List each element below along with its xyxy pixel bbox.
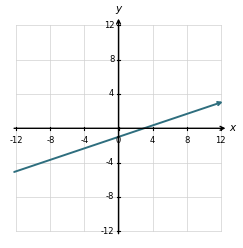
Text: x: x: [230, 123, 236, 133]
Text: 8: 8: [109, 55, 114, 64]
Text: -12: -12: [101, 227, 114, 236]
Text: -12: -12: [10, 136, 23, 145]
Text: -8: -8: [46, 136, 55, 145]
Text: -4: -4: [106, 158, 114, 167]
Text: -8: -8: [106, 192, 114, 201]
Text: 0: 0: [116, 136, 121, 145]
Text: 8: 8: [184, 136, 189, 145]
Text: -4: -4: [80, 136, 89, 145]
Text: 4: 4: [150, 136, 155, 145]
Text: 12: 12: [215, 136, 226, 145]
Text: 12: 12: [104, 21, 114, 30]
Text: 4: 4: [109, 90, 114, 98]
Text: y: y: [115, 4, 122, 14]
